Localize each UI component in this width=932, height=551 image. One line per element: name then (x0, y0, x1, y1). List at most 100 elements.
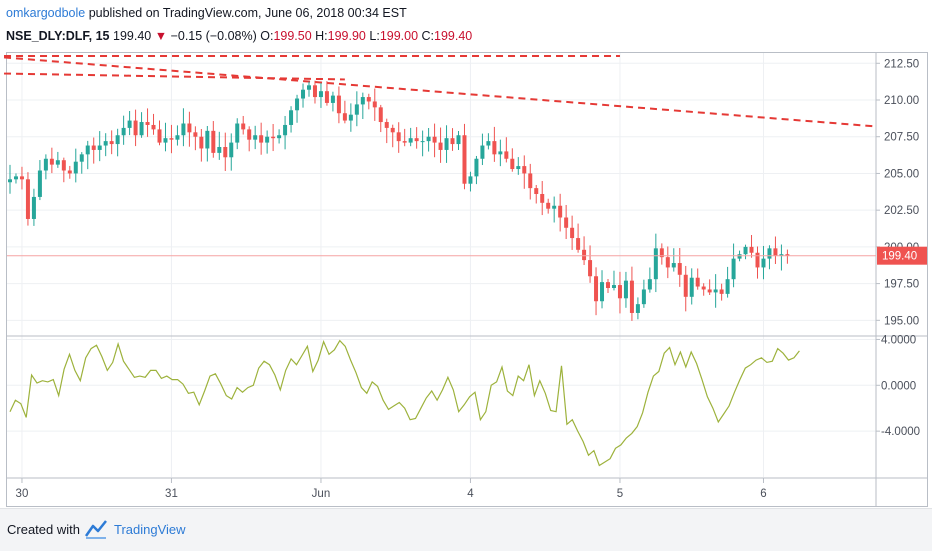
candle-body (354, 104, 359, 115)
candle-body (121, 127, 126, 136)
candle-body (253, 135, 258, 140)
candle-body (169, 138, 174, 140)
candle-body (330, 95, 335, 103)
candle-body (157, 129, 162, 143)
candle-body (193, 132, 198, 137)
candle-body (606, 282, 610, 288)
candle-body (247, 129, 252, 140)
candle-body (378, 107, 383, 123)
candle-body (480, 145, 485, 159)
candle-body (689, 277, 694, 297)
candle-body (438, 142, 443, 150)
candle-body (653, 248, 658, 280)
candle-body (13, 176, 18, 180)
open-value: 199.50 (273, 29, 312, 43)
indicator-line (9, 339, 800, 467)
candle-body (235, 123, 240, 143)
candle-body (408, 138, 413, 143)
candle-body (725, 279, 730, 294)
candle-body (384, 122, 389, 128)
candle-body (641, 289, 646, 305)
candle-body (719, 289, 724, 294)
candle-body (540, 194, 545, 203)
price-tick-label: 197.50 (884, 279, 919, 291)
candle-body (97, 145, 102, 150)
candle-body (187, 123, 192, 133)
candle-body (498, 151, 503, 155)
candle-body (420, 141, 425, 143)
candle-body (115, 135, 120, 145)
published-text: published on TradingView.com, June 06, 2… (88, 6, 407, 20)
candle-body (450, 138, 455, 145)
candle-body (564, 217, 569, 228)
candle-body (767, 248, 772, 259)
candle-body (617, 285, 622, 299)
time-tick-label: 6 (760, 488, 766, 500)
candle-body (611, 285, 616, 288)
low-value: 199.00 (379, 29, 419, 43)
candle-body (713, 289, 718, 293)
candle-body (199, 136, 204, 149)
candle-body (229, 142, 234, 158)
candle-body (743, 246, 748, 255)
time-tick-label: 5 (617, 488, 623, 500)
time-tick-label: 30 (16, 488, 29, 500)
indicator-tick-label: 0.0000 (881, 380, 916, 392)
candle-body (516, 166, 521, 170)
candle-body (348, 114, 353, 121)
candle-body (635, 304, 640, 313)
candle-body (474, 158, 479, 177)
price-tick-label: 195.00 (884, 315, 919, 327)
candle-body (283, 124, 288, 136)
candle-body (366, 97, 371, 102)
candle-body (91, 145, 96, 150)
candle-body (289, 110, 294, 125)
author-link[interactable]: omkargodbole (6, 6, 86, 20)
tradingview-logo-icon (84, 520, 107, 539)
indicator-series (9, 339, 800, 467)
candle-body (402, 141, 407, 143)
candle-body (318, 91, 323, 98)
candle-body (683, 274, 688, 297)
candle-body (414, 138, 419, 142)
tradingview-brand[interactable]: TradingView (114, 522, 186, 537)
candle-body (432, 136, 437, 143)
chart-frame (6, 52, 928, 507)
candle-body (486, 141, 491, 146)
symbol-label[interactable]: NSE_DLY:DLF, 15 (6, 29, 110, 43)
time-tick-label: Jun (312, 488, 331, 500)
candle-body (151, 124, 156, 130)
candle-body (55, 160, 60, 165)
candle-body (534, 188, 539, 194)
candle-body (552, 205, 557, 209)
candle-body (456, 135, 461, 145)
candle-body (25, 179, 30, 219)
candle-body (31, 196, 36, 219)
candle-body (163, 138, 168, 143)
trend-lines (3, 54, 877, 128)
trend-line (4, 72, 345, 81)
candle-body (241, 123, 246, 130)
symbol-ohlc-line: NSE_DLY:DLF, 15 199.40 ▼ −0.15 (−0.08%) … (6, 29, 472, 43)
candle-body (109, 141, 114, 145)
open-label: O: (260, 29, 274, 43)
candle-body (779, 254, 784, 256)
candle-body (79, 154, 84, 162)
indicator-tick-label: -4.0000 (881, 426, 920, 438)
created-with-label: Created with (7, 522, 80, 537)
candle-body (701, 286, 706, 290)
candle-body (582, 249, 587, 261)
trend-line (3, 56, 877, 128)
candle-body (755, 252, 760, 268)
close-value: 199.40 (434, 29, 473, 43)
candle-body (600, 282, 605, 302)
candle-body (390, 127, 395, 133)
candle-body (785, 254, 790, 256)
candle-body (707, 289, 712, 293)
candle-body (492, 141, 497, 155)
candle-body (396, 132, 401, 142)
candle-body (372, 101, 377, 108)
candle-body (211, 130, 216, 153)
candle-body (103, 141, 108, 146)
